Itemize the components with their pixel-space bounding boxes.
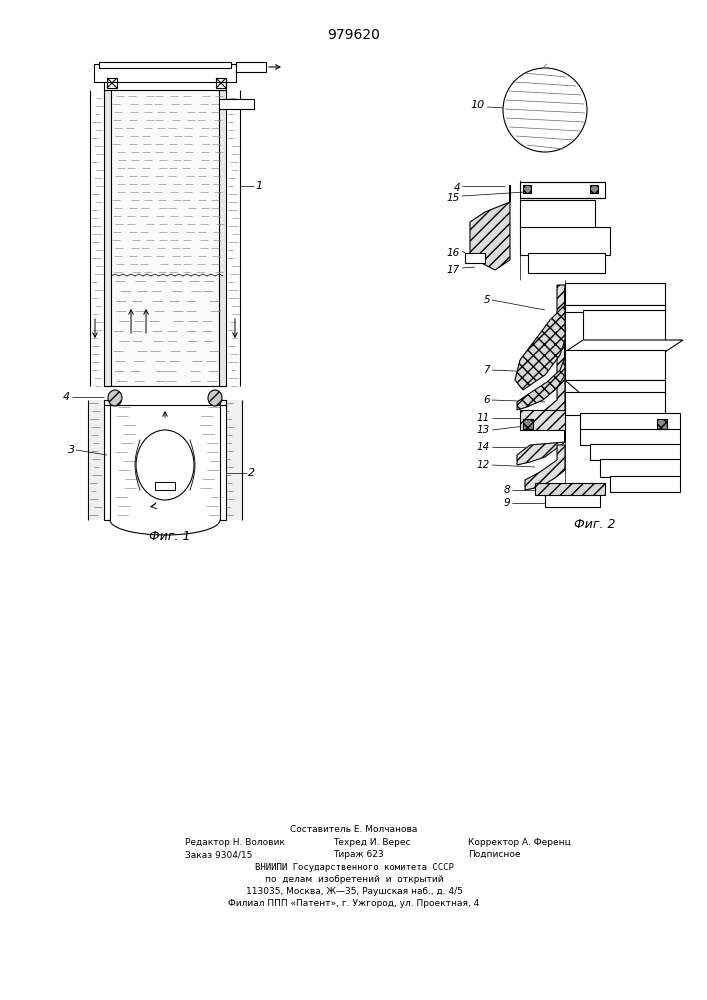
Text: 17: 17 (447, 265, 460, 275)
Text: Составитель Е. Молчанова: Составитель Е. Молчанова (291, 825, 418, 834)
Bar (88, 400, 110, 520)
Bar (104, 72, 226, 90)
Text: Корректор А. Ференц: Корректор А. Ференц (468, 838, 571, 847)
Polygon shape (515, 288, 565, 390)
Text: 4: 4 (453, 183, 460, 193)
Bar (220, 400, 242, 520)
Bar (565, 283, 665, 305)
Bar (104, 400, 110, 520)
Text: Тираж 623: Тираж 623 (333, 850, 384, 859)
Polygon shape (565, 340, 683, 352)
Polygon shape (470, 185, 510, 270)
Text: 11: 11 (477, 413, 490, 423)
Bar (219, 90, 226, 386)
Bar (155, 482, 175, 490)
Bar (657, 419, 667, 429)
Text: 15: 15 (447, 193, 460, 203)
Ellipse shape (108, 390, 122, 406)
Bar (111, 276, 219, 386)
Text: 8: 8 (503, 485, 510, 495)
Bar (583, 310, 665, 340)
Bar (545, 494, 600, 507)
Bar (580, 429, 680, 445)
Bar (565, 392, 665, 415)
Text: Филиал ПΠΠ «Патент», г. Ужгород, ул. Проектная, 4: Филиал ПΠΠ «Патент», г. Ужгород, ул. Про… (228, 899, 479, 908)
Polygon shape (520, 410, 565, 430)
Bar (107, 78, 117, 88)
Text: Заказ 9304/15: Заказ 9304/15 (185, 850, 252, 859)
Bar (216, 78, 226, 88)
Text: 2: 2 (248, 468, 255, 478)
Text: Фиг. 2: Фиг. 2 (574, 518, 616, 531)
Text: 12: 12 (477, 460, 490, 470)
Text: 7: 7 (484, 365, 490, 375)
Bar (465, 253, 485, 263)
Polygon shape (545, 285, 565, 430)
Text: 979620: 979620 (327, 28, 380, 42)
Text: 9: 9 (503, 498, 510, 508)
Text: Редактор Н. Воловик: Редактор Н. Воловик (185, 838, 285, 847)
Bar (565, 350, 665, 380)
Bar (535, 483, 605, 495)
Ellipse shape (208, 390, 222, 406)
Bar (520, 200, 595, 230)
Text: 4: 4 (63, 392, 70, 402)
Text: 13: 13 (477, 425, 490, 435)
Text: 8: 8 (593, 490, 600, 500)
Bar (99, 62, 231, 68)
Text: 16: 16 (447, 248, 460, 258)
Bar (104, 90, 111, 386)
Polygon shape (565, 305, 665, 312)
Bar (220, 400, 226, 520)
Text: 5: 5 (484, 295, 490, 305)
Bar (520, 182, 605, 198)
Bar (523, 419, 533, 429)
Text: Техред И. Верес: Техред И. Верес (333, 838, 411, 847)
Bar (600, 459, 680, 477)
Polygon shape (517, 430, 565, 465)
Bar (520, 227, 610, 255)
Text: ВНИИПИ Государственного комитета СССР: ВНИИПИ Государственного комитета СССР (255, 863, 453, 872)
Polygon shape (565, 380, 665, 393)
Bar (219, 99, 254, 109)
Text: 3: 3 (68, 445, 75, 455)
Bar (610, 476, 680, 492)
Text: Фиг. 1: Фиг. 1 (149, 530, 191, 543)
Text: 14: 14 (477, 442, 490, 452)
Bar (528, 253, 605, 273)
Text: 10: 10 (471, 100, 485, 110)
Ellipse shape (136, 430, 194, 500)
Bar (236, 62, 266, 72)
Circle shape (503, 68, 587, 152)
Bar (94, 64, 236, 82)
Bar (580, 413, 680, 430)
Text: по  делам  изобретений  и  открытий: по делам изобретений и открытий (264, 875, 443, 884)
Text: 1: 1 (255, 181, 262, 191)
Polygon shape (525, 445, 565, 490)
Bar (590, 185, 598, 193)
Text: 113035, Москва, Ж—35, Раушская наб., д. 4/5: 113035, Москва, Ж—35, Раушская наб., д. … (245, 887, 462, 896)
Bar (590, 444, 680, 460)
Text: Подписное: Подписное (468, 850, 520, 859)
Bar (523, 185, 531, 193)
Bar (111, 90, 219, 276)
Text: 6: 6 (484, 395, 490, 405)
Polygon shape (517, 340, 565, 410)
